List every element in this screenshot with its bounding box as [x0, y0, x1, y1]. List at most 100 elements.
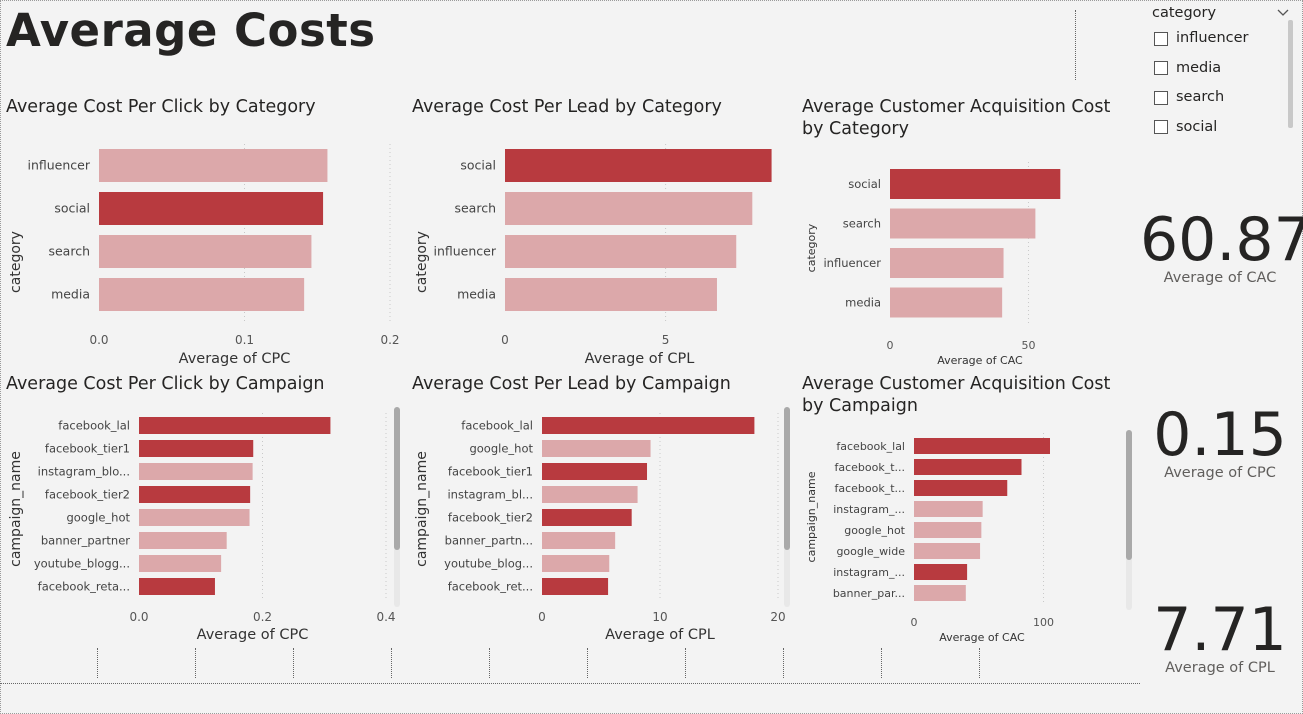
- slicer-item-label: search: [1176, 89, 1225, 105]
- bar[interactable]: [914, 564, 968, 580]
- bar[interactable]: [890, 169, 1061, 199]
- bar[interactable]: [914, 585, 966, 601]
- bar[interactable]: [542, 417, 755, 434]
- category-label: google_hot: [844, 524, 905, 537]
- bar[interactable]: [914, 459, 1022, 475]
- bar[interactable]: [139, 555, 222, 572]
- slicer-scrollbar[interactable]: [1288, 20, 1293, 128]
- category-label: facebook_t...: [834, 461, 905, 474]
- category-label: search: [48, 244, 90, 259]
- bar[interactable]: [505, 235, 737, 268]
- category-label: instagram_...: [833, 566, 905, 579]
- chart-title: Average Cost Per Lead by Campaign: [412, 374, 731, 394]
- bar[interactable]: [890, 208, 1036, 239]
- bar-chart[interactable]: facebook_lal google_hot facebook_tier1inst…: [412, 373, 792, 648]
- category-slicer: category influencer media search social: [1148, 2, 1290, 142]
- chart-cpc-by-category[interactable]: Average Cost Per Click by Category influ…: [6, 96, 406, 372]
- category-label: youtube_blog...: [444, 557, 533, 571]
- scrollbar-thumb[interactable]: [1126, 430, 1132, 560]
- y-axis-title: campaign_name: [8, 451, 24, 567]
- bar[interactable]: [505, 278, 717, 311]
- bar[interactable]: [542, 463, 648, 480]
- bar[interactable]: [139, 509, 250, 526]
- chevron-down-icon[interactable]: [1276, 5, 1290, 19]
- bar-chart[interactable]: facebook_lal facebook_t... facebook_t...in…: [802, 373, 1132, 648]
- chart-cpl-by-campaign[interactable]: Average Cost Per Lead by Campaign facebo…: [412, 373, 792, 648]
- bar[interactable]: [505, 192, 753, 225]
- tick-label: 0.0: [129, 610, 148, 624]
- bar[interactable]: [914, 480, 1008, 496]
- bar[interactable]: [139, 440, 254, 457]
- bar[interactable]: [505, 149, 772, 182]
- bar[interactable]: [139, 486, 251, 503]
- bar[interactable]: [139, 417, 331, 434]
- bar[interactable]: [914, 522, 982, 538]
- category-label: search: [454, 201, 496, 216]
- bar[interactable]: [890, 248, 1004, 278]
- category-label: facebook_tier2: [45, 488, 130, 502]
- bar[interactable]: [99, 192, 324, 225]
- chart-scrollbar[interactable]: [394, 407, 400, 607]
- chart-cac-by-campaign[interactable]: Average Customer Acquisition Cost by Cam…: [802, 373, 1132, 648]
- bar[interactable]: [139, 463, 253, 480]
- category-label: facebook_tier2: [448, 511, 533, 525]
- y-axis-title: category: [414, 231, 430, 293]
- bar[interactable]: [542, 509, 632, 526]
- bar[interactable]: [914, 438, 1050, 454]
- chart-cpl-by-category[interactable]: Average Cost Per Lead by Category social…: [412, 96, 792, 372]
- slicer-header[interactable]: category: [1148, 2, 1290, 24]
- card-label: Average of CPL: [1165, 660, 1275, 676]
- bar[interactable]: [139, 578, 215, 595]
- category-label: banner_partner: [41, 534, 130, 548]
- bar[interactable]: [99, 149, 328, 182]
- chart-cac-by-category[interactable]: Average Customer Acquisition Cost by Cat…: [802, 96, 1132, 372]
- chart-title: Average Cost Per Lead by Category: [412, 97, 722, 117]
- category-label: social: [54, 201, 90, 216]
- checkbox[interactable]: [1154, 31, 1168, 46]
- checkbox[interactable]: [1154, 61, 1168, 75]
- tick-label: 5: [662, 333, 670, 347]
- tick-label: 0.0: [89, 333, 108, 347]
- card-value: 0.15: [1153, 400, 1287, 470]
- slicer-item-social[interactable]: social: [1148, 113, 1290, 143]
- category-label: social: [460, 158, 496, 173]
- bar[interactable]: [542, 578, 609, 595]
- slicer-item-label: media: [1176, 59, 1222, 76]
- category-label: banner_partn...: [445, 534, 533, 548]
- category-label: media: [457, 287, 496, 302]
- bar[interactable]: [542, 555, 610, 572]
- bar[interactable]: [914, 543, 981, 559]
- bar[interactable]: [139, 532, 227, 549]
- bar[interactable]: [99, 278, 305, 311]
- checkbox[interactable]: [1154, 120, 1168, 134]
- chart-scrollbar[interactable]: [784, 407, 790, 607]
- card-average-cpl: 7.71 Average of CPL: [1140, 598, 1300, 676]
- chart-scrollbar[interactable]: [1126, 430, 1132, 610]
- category-label: influencer: [27, 158, 90, 173]
- chart-cpc-by-campaign[interactable]: Average Cost Per Click by Campaign faceb…: [6, 373, 406, 648]
- scrollbar-thumb[interactable]: [394, 407, 400, 550]
- bar-chart[interactable]: social search influencer media 0 5 Average of …: [412, 96, 792, 372]
- bar[interactable]: [542, 486, 638, 503]
- slicer-item-media[interactable]: media: [1148, 54, 1290, 84]
- scrollbar-thumb[interactable]: [784, 407, 790, 550]
- bar[interactable]: [890, 287, 1003, 318]
- x-axis-title: Average of CAC: [939, 631, 1025, 644]
- bar-chart[interactable]: facebook_lal facebook_tier1 instagram_blo.…: [6, 373, 406, 648]
- bar[interactable]: [542, 532, 616, 549]
- checkbox[interactable]: [1154, 90, 1168, 105]
- tick-label: 0: [501, 333, 509, 347]
- bar[interactable]: [99, 235, 312, 268]
- y-axis-title: category: [805, 223, 818, 272]
- bar-chart[interactable]: social search influencer media 0 50 Average of…: [802, 96, 1132, 372]
- x-axis-title: Average of CPL: [605, 627, 715, 643]
- slicer-item-influencer[interactable]: influencer: [1148, 24, 1290, 54]
- category-label: search: [843, 217, 881, 231]
- chart-title: Average Cost Per Click by Category: [6, 97, 316, 117]
- card-label: Average of CPC: [1164, 465, 1276, 481]
- bar[interactable]: [542, 440, 651, 457]
- card-average-cac: 60.87 Average of CAC: [1140, 208, 1303, 286]
- bar[interactable]: [914, 501, 983, 517]
- slicer-item-search[interactable]: search: [1148, 83, 1290, 113]
